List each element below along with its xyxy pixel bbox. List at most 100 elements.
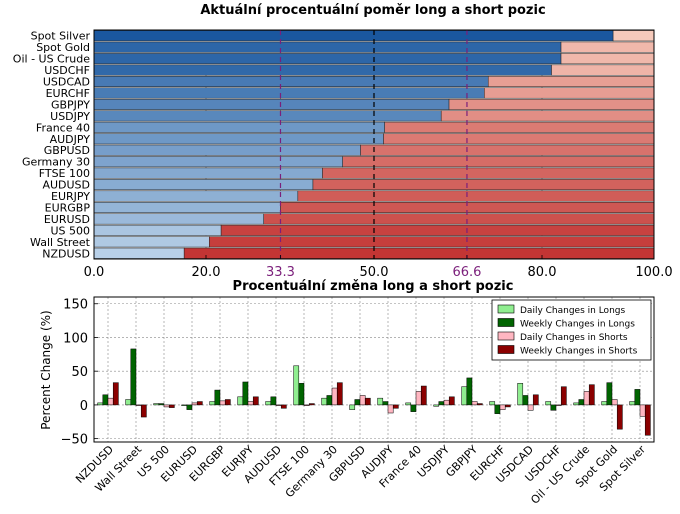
change-bar <box>153 403 160 406</box>
change-bar <box>247 401 254 406</box>
bottom-chart-y-tick-labels: 150 100 50 0 −50 <box>61 298 98 448</box>
bottom-chart-grid <box>94 297 654 442</box>
y-tick-label: 50 <box>71 365 88 380</box>
change-bar <box>644 404 651 436</box>
long-bar-eurjpy <box>93 190 299 202</box>
x-tick-label: 0.0 <box>84 265 105 280</box>
change-bar <box>336 382 343 406</box>
category-label: USDJPY <box>50 110 90 123</box>
change-bar <box>583 391 590 406</box>
change-bar <box>517 383 524 406</box>
change-bar <box>224 399 231 406</box>
change-bar <box>410 404 417 412</box>
long-bar-ftse-100 <box>93 167 323 179</box>
change-bar <box>476 403 483 406</box>
change-bar <box>527 404 534 411</box>
change-bar <box>158 403 165 406</box>
legend-box <box>491 299 652 361</box>
bottom-chart-y-axis-label: Percent Change (%) <box>39 310 53 430</box>
y-tick-label: 150 <box>63 298 88 313</box>
long-bar-eurusd <box>93 213 264 225</box>
change-bar <box>107 397 114 406</box>
change-bar <box>349 404 356 410</box>
change-bar <box>532 394 539 406</box>
long-bar-usdcad <box>93 76 489 88</box>
legend-swatch <box>497 331 515 341</box>
change-bar <box>420 385 427 406</box>
short-bar-spot-silver <box>612 30 655 42</box>
change-bar <box>186 404 193 410</box>
legend-swatch <box>497 304 515 314</box>
category-label: USDCHF <box>44 64 90 77</box>
top-chart-frame <box>93 29 655 260</box>
short-bar-wall-street <box>209 236 655 248</box>
top-chart-grid <box>205 30 543 259</box>
short-bar-usdjpy <box>440 110 655 122</box>
short-bar-eurjpy <box>297 190 655 202</box>
bottom-chart-legend: Daily Changes in Longs Weekly Changes in … <box>491 299 652 361</box>
top-chart-x-tick-labels: 0.0 20.0 33.3 50.0 66.6 80.0 100.0 <box>84 255 673 280</box>
long-bar-audjpy <box>93 133 384 145</box>
category-label: EURCHF <box>46 87 90 100</box>
change-bar <box>560 386 567 406</box>
change-bar <box>308 403 315 406</box>
change-bar <box>303 404 310 406</box>
change-bar <box>298 383 305 406</box>
change-bar <box>135 404 142 406</box>
change-bar <box>97 402 104 406</box>
long-bar-eurchf <box>93 87 485 99</box>
change-bar <box>191 402 198 406</box>
category-label: AUDUSD <box>42 179 90 192</box>
change-bar <box>438 401 445 406</box>
change-bar <box>550 404 557 411</box>
change-bar <box>275 404 282 406</box>
short-bar-us-500 <box>220 224 655 236</box>
change-bar <box>629 401 636 406</box>
long-bar-wall-street <box>93 236 210 248</box>
change-bar <box>168 404 175 408</box>
short-bar-gbpjpy <box>448 98 655 110</box>
change-bar <box>461 386 468 406</box>
change-bar <box>606 382 613 406</box>
y-tick-label: 100 <box>63 331 88 346</box>
change-bar <box>588 384 595 406</box>
long-bar-nzdusd <box>93 247 185 259</box>
category-label: Wall Street <box>30 236 91 249</box>
change-bar <box>415 391 422 406</box>
change-bar <box>214 389 221 406</box>
change-bar <box>219 400 226 406</box>
change-bar <box>611 399 618 406</box>
change-bar <box>270 396 277 406</box>
change-bar <box>242 381 249 406</box>
change-bar <box>163 404 170 408</box>
change-bar <box>321 397 328 406</box>
short-bar-oil-us-crude <box>560 53 655 65</box>
legend-swatch <box>497 318 515 327</box>
change-bar <box>140 404 147 418</box>
change-bar <box>601 401 608 406</box>
bottom-chart-title: Procentuální změna long a short pozic <box>233 279 514 294</box>
change-bar <box>326 395 333 406</box>
legend-swatch <box>497 345 515 354</box>
change-bar <box>494 404 501 414</box>
x-tick-label: 50.0 <box>360 265 389 280</box>
short-bar-usdchf <box>551 64 655 76</box>
x-tick-label: 20.0 <box>192 265 221 280</box>
change-bar <box>634 389 641 406</box>
change-bar <box>522 395 529 406</box>
change-bar <box>545 401 552 406</box>
change-bar <box>616 404 623 430</box>
x-tick-label: 100.0 <box>635 265 672 280</box>
top-chart-reference-lines <box>279 30 468 259</box>
category-label: EURUSD <box>44 213 90 226</box>
change-bar <box>578 399 585 406</box>
long-bar-oil-us-crude <box>93 53 562 65</box>
long-bar-us-500 <box>93 224 222 236</box>
long-bar-germany-30 <box>93 156 343 168</box>
change-bar <box>252 396 259 406</box>
long-bar-spot-gold <box>93 41 562 53</box>
change-bar <box>392 404 399 409</box>
bottom-chart-bars <box>97 348 651 436</box>
change-bar <box>489 401 496 406</box>
